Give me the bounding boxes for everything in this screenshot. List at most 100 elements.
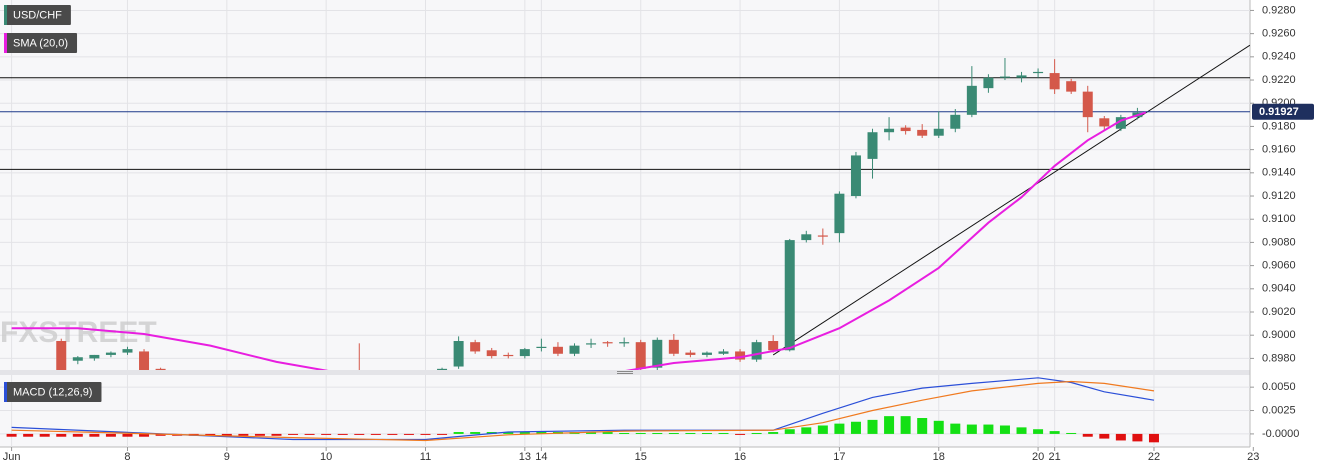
trendline xyxy=(772,44,1250,356)
histogram-bar xyxy=(619,432,630,434)
histogram-bar xyxy=(768,432,779,434)
y-tick-label: 0.9000 xyxy=(1262,329,1296,341)
candle-body xyxy=(768,341,779,351)
legend-label: SMA (20,0) xyxy=(13,37,68,49)
x-tick-label: 18 xyxy=(933,451,945,463)
candle-body xyxy=(884,128,895,133)
candle-body xyxy=(685,352,696,355)
y-tick-label: 0.9140 xyxy=(1262,167,1296,179)
histogram-bar xyxy=(254,433,265,436)
y-tick-label: 0.9080 xyxy=(1262,236,1296,248)
legend-stripe xyxy=(4,33,7,53)
candle-body xyxy=(72,357,83,361)
panel-separator[interactable] xyxy=(0,370,1250,375)
macd-panel xyxy=(0,375,1250,447)
candle-body xyxy=(1066,81,1077,92)
y-tick-label: 0.9120 xyxy=(1262,190,1296,202)
histogram-bar xyxy=(817,425,828,434)
candle-body xyxy=(139,351,150,370)
y-tick-label: 0.9100 xyxy=(1262,213,1296,225)
histogram-bar xyxy=(801,427,812,434)
y-tick-label: 0.9280 xyxy=(1262,4,1296,16)
histogram-bar xyxy=(304,433,315,435)
candle-body xyxy=(105,352,116,355)
candle-body xyxy=(552,346,563,354)
candle-body xyxy=(155,368,166,370)
candle-body xyxy=(718,351,729,354)
histogram-bar xyxy=(221,433,232,436)
legend-box: SMA (20,0) xyxy=(4,33,78,53)
y-tick-label: 0.9220 xyxy=(1262,74,1296,86)
y-tick-label: 0.0025 xyxy=(1262,404,1296,416)
histogram-bar xyxy=(105,433,116,437)
candle-body xyxy=(56,341,67,370)
legend-bg xyxy=(4,33,78,53)
histogram-bar xyxy=(983,424,994,434)
candle-body xyxy=(983,77,994,89)
histogram-bar xyxy=(1115,433,1126,441)
macd-line xyxy=(11,380,1155,442)
y-tick-label: 0.9020 xyxy=(1262,306,1296,318)
candle-body xyxy=(784,240,795,351)
legend-box: USD/CHF xyxy=(4,5,71,25)
candle-body xyxy=(1049,73,1060,90)
histogram-bar xyxy=(370,433,381,435)
y-tick-label: 0.9240 xyxy=(1262,51,1296,63)
y-tick-label: 0.9260 xyxy=(1262,28,1296,40)
price-panel: FXSTREET xyxy=(0,0,1250,370)
histogram-bar xyxy=(354,433,365,435)
histogram-bar xyxy=(519,432,530,434)
histogram-bar xyxy=(503,432,514,434)
x-tick-label: 16 xyxy=(734,451,746,463)
histogram-bar xyxy=(917,418,928,434)
histogram-bar xyxy=(701,432,712,434)
histogram-bar xyxy=(1132,433,1143,442)
histogram-bar xyxy=(586,432,597,434)
x-tick-label: 21 xyxy=(1049,451,1061,463)
histogram-bar xyxy=(1066,432,1077,434)
legend-bg xyxy=(4,5,71,25)
candle-body xyxy=(900,127,911,132)
sma-line xyxy=(11,111,1147,370)
histogram-bar xyxy=(950,423,961,434)
x-tick-label: 14 xyxy=(535,451,547,463)
histogram-bar xyxy=(735,433,746,435)
histogram-bar xyxy=(23,433,34,437)
legend-stripe xyxy=(4,5,7,25)
y-tick-label: 0.9040 xyxy=(1262,283,1296,295)
candle-body xyxy=(635,342,646,369)
candle-body xyxy=(122,349,133,353)
price-panel-bg xyxy=(0,0,1250,370)
candle-body xyxy=(735,351,746,360)
histogram-bar xyxy=(685,432,696,434)
histogram-bar xyxy=(155,433,166,436)
histogram-bar xyxy=(1049,431,1060,434)
candle-body xyxy=(1115,117,1126,129)
histogram-bar xyxy=(718,432,729,434)
legend-box: MACD (12,26,9) xyxy=(4,382,102,402)
candle-body xyxy=(1082,91,1093,118)
histogram-bar xyxy=(884,416,895,434)
histogram-bar xyxy=(1099,433,1110,439)
candle-body xyxy=(966,85,977,115)
histogram-bar xyxy=(387,433,398,435)
candle-body xyxy=(619,342,630,344)
histogram-bar xyxy=(89,433,100,437)
histogram-bar xyxy=(139,433,150,437)
histogram-bar xyxy=(933,420,944,434)
histogram-bar xyxy=(437,433,448,435)
candle-body xyxy=(917,129,928,136)
histogram-bar xyxy=(470,432,481,434)
candle-body xyxy=(536,346,547,349)
histogram-bar xyxy=(999,425,1010,434)
histogram-bar xyxy=(635,432,646,434)
histogram-bar xyxy=(122,433,133,437)
candle-body xyxy=(834,193,845,234)
x-tick-label: 10 xyxy=(320,451,332,463)
y-tick-label: -0.0000 xyxy=(1262,428,1299,440)
candle-body xyxy=(1016,75,1027,78)
histogram-bar xyxy=(6,433,17,437)
histogram-bar xyxy=(238,433,249,436)
histogram-bar xyxy=(1033,429,1044,434)
x-tick-label: 8 xyxy=(124,451,130,463)
